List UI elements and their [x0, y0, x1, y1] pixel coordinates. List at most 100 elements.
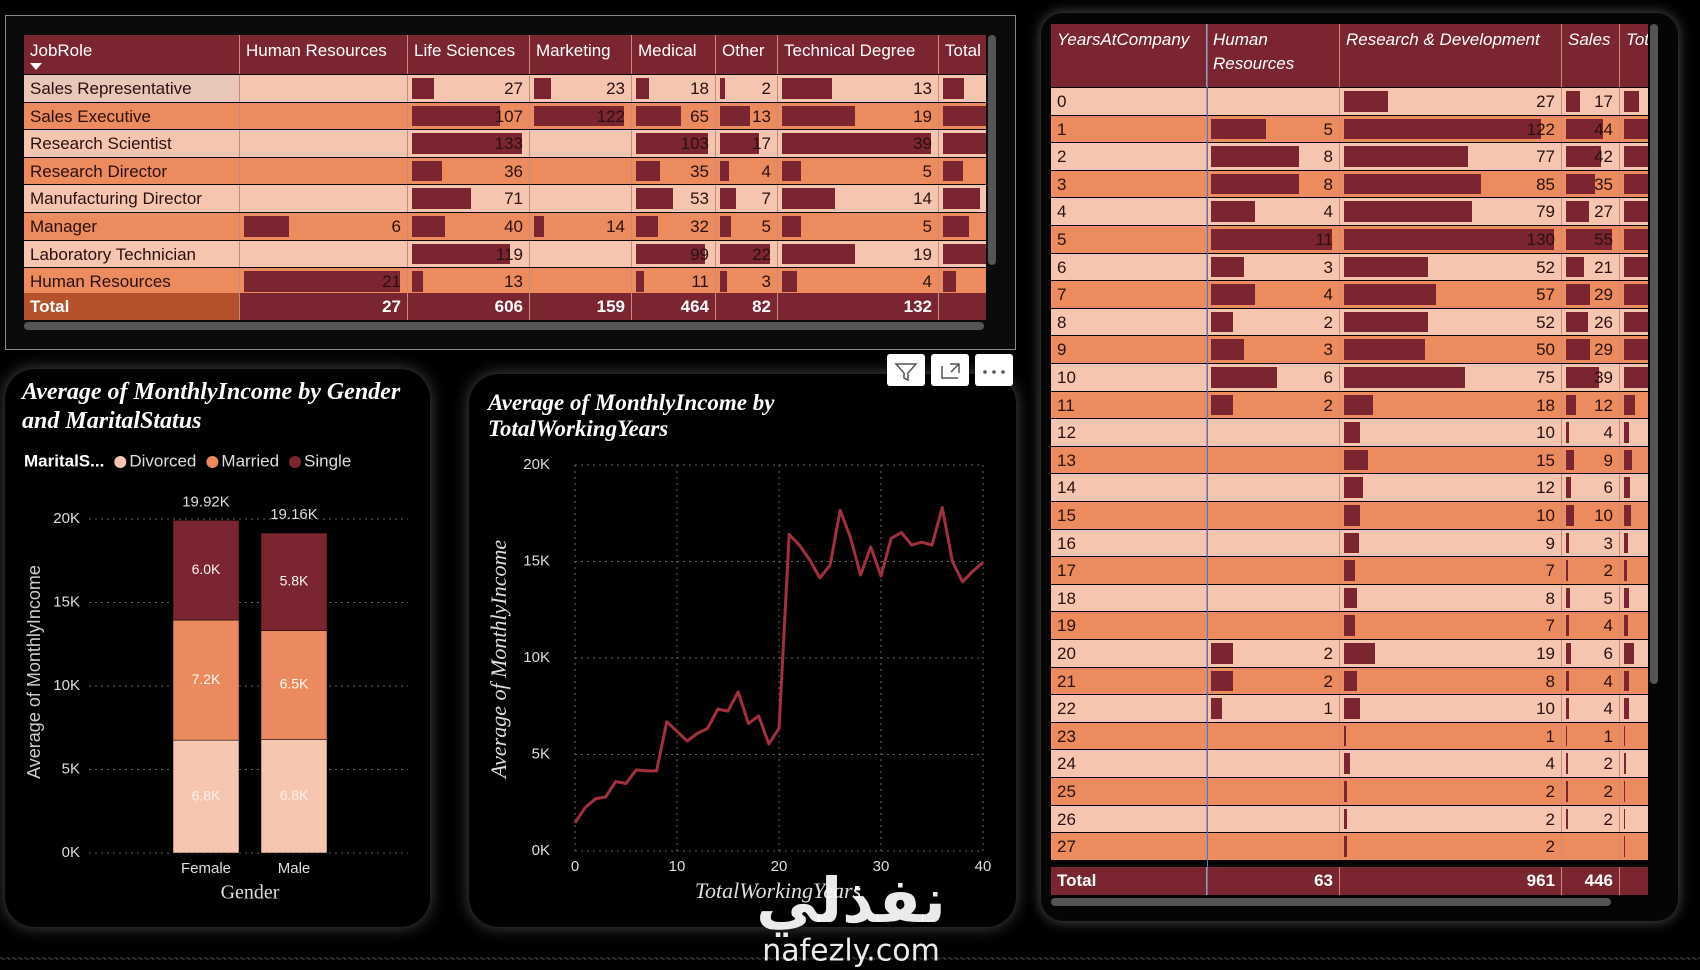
data-bar [1624, 422, 1629, 443]
focus-icon[interactable] [931, 354, 969, 386]
cell: 145 [939, 185, 986, 212]
chart-panel [469, 374, 1016, 927]
data-bar [412, 271, 423, 292]
data-bar [1624, 284, 1648, 305]
cell-value: 11 [691, 272, 709, 292]
cell-value: 3 [1323, 257, 1333, 277]
cell: 6 [1051, 253, 1207, 281]
cell: 20 [1620, 502, 1648, 529]
cell: 4 [1562, 695, 1620, 722]
legend-marker [289, 456, 302, 468]
data-bar [1566, 146, 1602, 167]
cell: 9 [1340, 529, 1562, 557]
data-bar [1566, 781, 1568, 802]
row-label: 19 [1057, 616, 1076, 636]
cell-value: 2 [761, 79, 771, 98]
cell: 65 [632, 102, 716, 130]
total-value: 159 [596, 297, 625, 316]
bar-segment [172, 520, 240, 621]
cell-value: 5 [1323, 119, 1333, 139]
cell: 19 [1340, 640, 1562, 667]
row-label: 20 [1057, 644, 1076, 663]
cell-value: 4 [922, 272, 932, 292]
cell: 4 [716, 157, 778, 185]
cell: 10 [1340, 695, 1562, 722]
more-icon[interactable] [975, 354, 1013, 386]
data-bar [1344, 753, 1351, 774]
data-bar [943, 105, 986, 127]
cell: 11 [1051, 391, 1207, 419]
cell-value: 7 [761, 189, 771, 209]
cell-value: 10 [1594, 506, 1613, 525]
cell: 18 [1051, 584, 1207, 612]
bar-segment [260, 630, 328, 740]
cell-value: 1 [1603, 726, 1613, 746]
legend-title: MaritalS... [24, 451, 104, 470]
cell: 27 [1051, 833, 1207, 860]
filter-icon[interactable] [887, 354, 925, 386]
cell: 80 [939, 157, 986, 185]
cell-value: 13 [752, 106, 771, 126]
column-header: Marketing [530, 35, 632, 74]
data-bar [636, 105, 682, 127]
x-tick-label: Male [278, 860, 311, 877]
row-label: Research Director [30, 161, 167, 181]
data-bar [1624, 229, 1648, 250]
legend-label: Divorced [129, 451, 196, 470]
cell: 21 [240, 268, 408, 295]
data-bar [534, 78, 551, 99]
x-tick-label: 10 [669, 858, 686, 875]
row-label: 27 [1057, 837, 1076, 857]
data-bar [1566, 367, 1599, 388]
cell [1207, 419, 1340, 446]
cell: 3 [1051, 170, 1207, 198]
data-bar [1566, 477, 1572, 498]
cell-value: 27 [1594, 202, 1613, 222]
cell: 3 [1207, 253, 1340, 281]
row-label: 26 [1057, 809, 1076, 829]
cell: 79 [1340, 198, 1562, 225]
cell-value: 55 [1594, 230, 1613, 249]
x-tick-label: 40 [975, 858, 992, 875]
total-value: 82 [752, 297, 771, 316]
data-bar [782, 105, 855, 127]
column-header: JobRole [24, 35, 240, 74]
cell-value: 8 [1545, 588, 1555, 608]
column-header: Total [939, 35, 986, 74]
cell [1207, 833, 1340, 860]
cell: 80 [1620, 308, 1648, 336]
data-bar [720, 243, 770, 265]
data-bar [1624, 146, 1648, 167]
cell-value: 5 [922, 161, 932, 181]
cell: 18 [1620, 474, 1648, 501]
cell: 12 [1620, 529, 1648, 557]
data-bar [1566, 753, 1568, 774]
data-bar [1344, 339, 1425, 360]
data-bar [1344, 781, 1348, 802]
cell: Research Scientist [24, 130, 240, 157]
data-bar [412, 105, 501, 127]
cell: 6 [1620, 750, 1648, 777]
sort-arrow[interactable] [30, 63, 42, 71]
cell-value: 6 [1603, 478, 1613, 498]
row-label: 7 [1057, 285, 1067, 305]
column-header: Medical [632, 35, 716, 74]
data-bar [1344, 91, 1388, 112]
cell-value: 17 [752, 134, 771, 154]
cell: 55 [1562, 226, 1620, 253]
data-bar [720, 105, 750, 127]
data-bar [1344, 256, 1428, 278]
cell-value: 27 [504, 79, 523, 98]
cell: 29 [1562, 336, 1620, 363]
x-tick-label: Female [181, 860, 231, 877]
data-bar [412, 216, 446, 237]
cell-value: 5 [761, 217, 771, 236]
cell: 122 [530, 102, 632, 130]
selection-line [1207, 24, 1208, 895]
legend-marker [114, 456, 127, 468]
data-bar [1344, 284, 1437, 305]
data-bar [1344, 808, 1348, 830]
cell [530, 185, 632, 212]
cell-value: 4 [1603, 616, 1613, 636]
cell: 14 [1620, 419, 1648, 446]
